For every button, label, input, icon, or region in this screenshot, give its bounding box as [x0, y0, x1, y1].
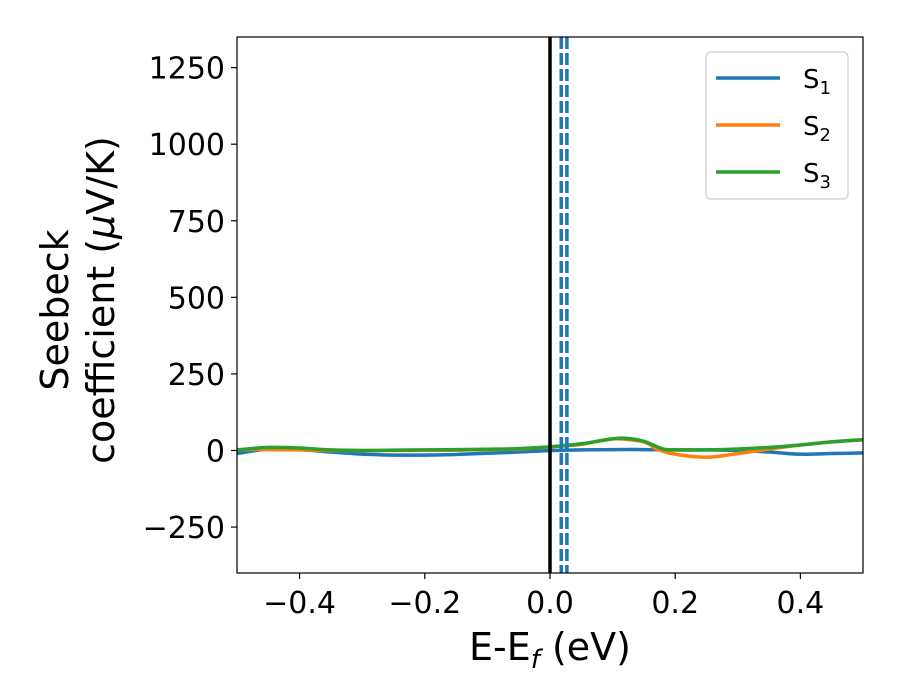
y-tick-label: 500: [168, 281, 225, 316]
legend: S1 S2 S3: [705, 51, 849, 200]
axis-ticks: −0.4 −0.2 0.0 0.2 0.4 −250 0 250 500 750 1000 1250: [143, 52, 825, 621]
x-tick-label: 0.2: [651, 586, 699, 621]
x-tick-label: −0.4: [263, 586, 336, 621]
y-tick-label: 0: [206, 434, 225, 469]
y-tick-label: 750: [168, 205, 225, 240]
series-line-s3: [237, 436, 863, 453]
y-axis-title-line2: coefficient (μV/K): [79, 136, 123, 464]
x-tick-label: 0.0: [526, 586, 574, 621]
y-tick-label: 250: [168, 358, 225, 393]
legend-label-s2: S2: [803, 112, 831, 146]
legend-label-s1: S1: [803, 65, 831, 99]
plot-area: [237, 37, 863, 573]
y-tick-label: −250: [143, 511, 225, 546]
x-tick-label: 0.4: [777, 586, 825, 621]
legend-label-s3: S3: [803, 159, 831, 193]
y-tick-label: 1250: [149, 52, 225, 87]
y-axis-title-line1: Seebeck: [33, 229, 77, 390]
y-tick-label: 1000: [149, 128, 225, 163]
x-tick-label: −0.2: [388, 586, 461, 621]
x-axis-title: E-Ef (eV): [469, 625, 631, 675]
